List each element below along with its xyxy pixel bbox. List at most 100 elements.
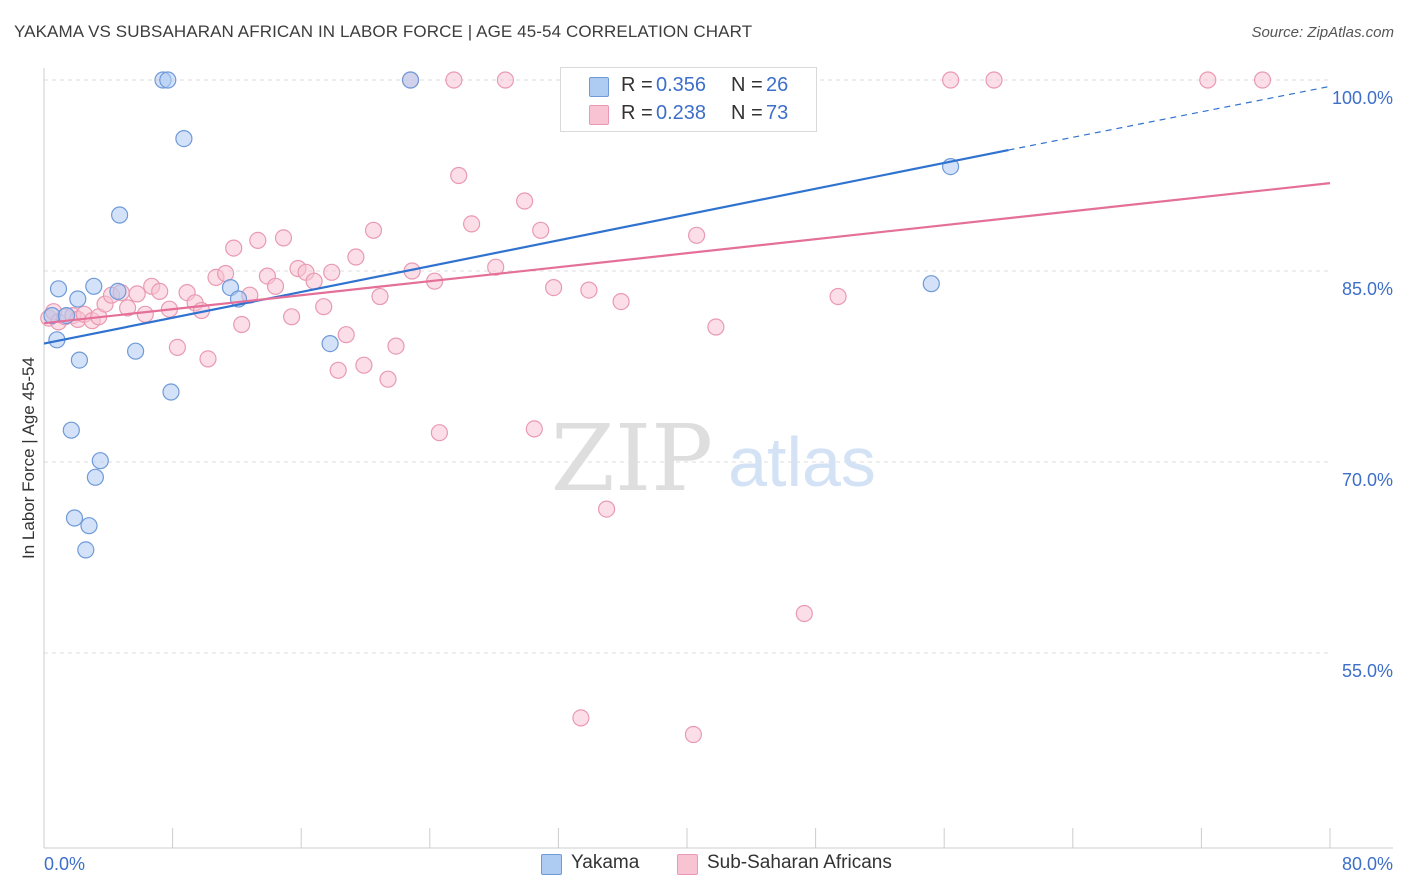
yakama-trend-line <box>43 148 1009 345</box>
ssa-point <box>445 71 463 89</box>
ssa-point <box>463 215 481 233</box>
yakama-point <box>69 290 87 308</box>
legend-r-label: R = <box>621 102 653 124</box>
ssa-point <box>612 293 630 311</box>
watermark-zip: ZIP <box>551 405 713 512</box>
ssa-point <box>487 258 505 276</box>
legend-swatch-ssa <box>589 105 609 125</box>
ssa-point <box>379 370 397 388</box>
ssa-point <box>684 725 703 744</box>
legend-r-label: R = <box>621 74 653 96</box>
yakama-point <box>80 517 98 535</box>
ssa-point <box>199 350 217 368</box>
yakama-point <box>127 342 145 360</box>
ssa-point <box>274 229 293 247</box>
trend-lines <box>43 85 1331 345</box>
ssa-point <box>136 305 154 323</box>
ssa-point <box>707 318 725 336</box>
ssa-point <box>233 315 251 334</box>
ssa-point <box>323 263 341 281</box>
ssa-point <box>829 287 847 306</box>
yakama-point <box>70 351 89 369</box>
legend-r-value: 0.238 <box>656 102 707 124</box>
yakama-point <box>77 541 95 559</box>
legend-swatch-yakama <box>589 77 609 97</box>
legend-n-value: 73 <box>766 102 789 124</box>
x-tick-label: 80.0% <box>1342 854 1393 874</box>
yakama-point <box>110 206 129 224</box>
yakama-point <box>321 335 339 353</box>
ssa-point <box>329 361 347 379</box>
gridlines <box>44 79 1330 654</box>
yakama-point <box>159 71 177 89</box>
ssa-point <box>687 226 706 244</box>
axes <box>43 68 1393 849</box>
bottom-label-yakama: Yakama <box>571 852 640 873</box>
ssa-point <box>364 221 383 239</box>
ssa-point <box>128 285 146 303</box>
yakama-point <box>62 421 80 439</box>
ssa-point <box>355 356 373 374</box>
watermark-atlas: atlas <box>728 423 876 501</box>
legend-n-label: N = <box>731 102 763 124</box>
yakama-trend-extension <box>1008 85 1331 151</box>
ssa-point <box>515 192 534 210</box>
y-tick-label: 70.0% <box>1342 470 1393 490</box>
data-points <box>40 71 1272 744</box>
ssa-point <box>315 298 333 316</box>
source-credit: Source: ZipAtlas.com <box>1251 24 1394 41</box>
yakama-point <box>922 275 940 293</box>
ssa-point <box>387 337 405 355</box>
ssa-point <box>118 299 137 317</box>
ssa-point <box>532 221 550 239</box>
ssa-point <box>347 248 365 266</box>
bottom-swatch-yakama <box>541 854 562 875</box>
y-tick-label: 55.0% <box>1342 661 1393 681</box>
yakama-point <box>401 71 420 89</box>
ssa-point <box>985 71 1003 89</box>
x-tick-label: 0.0% <box>44 854 85 874</box>
y-tick-label: 100.0% <box>1332 88 1393 108</box>
ssa-point <box>1199 71 1217 89</box>
ssa-point <box>544 279 563 297</box>
legend-n-value: 26 <box>766 74 789 96</box>
legend-r-value: 0.356 <box>656 74 707 96</box>
ssa-point <box>597 500 616 518</box>
ssa-point <box>266 277 285 295</box>
ssa-point <box>305 272 323 290</box>
y-tick-label: 85.0% <box>1342 279 1393 299</box>
ssa-point <box>168 338 186 356</box>
ssa-point <box>572 709 590 727</box>
ssa-point <box>249 231 267 249</box>
yakama-point <box>65 509 84 527</box>
ssa-point <box>941 71 960 89</box>
yakama-point <box>85 277 103 295</box>
tick-labels: 100.0% 85.0% 70.0% 55.0% 0.0% 80.0% <box>44 88 1393 874</box>
yakama-point <box>109 282 127 300</box>
ssa-point <box>525 420 543 438</box>
ssa-point <box>580 281 598 299</box>
ssa-point <box>496 71 514 89</box>
yakama-point <box>49 280 68 298</box>
watermark: ZIP atlas <box>551 405 876 512</box>
ssa-point <box>225 239 243 257</box>
y-axis-label: In Labor Force | Age 45-54 <box>19 357 38 559</box>
yakama-point <box>86 468 105 486</box>
ssa-point <box>371 287 389 306</box>
legend-n-label: N = <box>731 74 763 96</box>
yakama-point <box>162 383 180 401</box>
ssa-point <box>795 604 813 623</box>
bottom-label-ssa: Sub-Saharan Africans <box>707 852 892 873</box>
ssa-point <box>1253 71 1272 89</box>
ssa-point <box>450 166 468 185</box>
ssa-point <box>337 326 355 344</box>
ssa-point <box>151 282 169 300</box>
ssa-point <box>283 308 301 326</box>
yakama-point <box>91 452 109 470</box>
bottom-swatch-ssa <box>677 854 698 875</box>
legend: R = 0.356 N = 26 R = 0.238 N = 73 <box>560 67 817 132</box>
ssa-point <box>430 424 448 442</box>
yakama-point <box>175 130 193 148</box>
ssa-trend-line <box>43 182 1331 325</box>
